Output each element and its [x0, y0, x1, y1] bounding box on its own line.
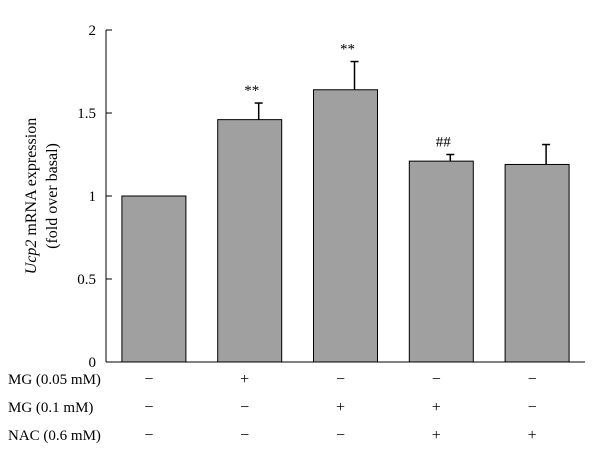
- bar: [121, 195, 187, 363]
- y-tick-label: 2: [89, 23, 97, 39]
- significance-label: ##: [436, 135, 452, 151]
- y-tick-label: 0: [89, 355, 97, 371]
- treatment-sign: +: [336, 399, 345, 416]
- y-tick-label: 1.5: [77, 106, 96, 122]
- significance-label: **: [244, 83, 259, 99]
- treatment-sign: −: [240, 427, 249, 444]
- treatment-sign: −: [336, 371, 345, 388]
- treatment-sign: −: [144, 399, 153, 416]
- y-axis-title: Ucp2 mRNA expression (fold over basal): [23, 118, 61, 274]
- treatment-sign: −: [144, 427, 153, 444]
- significance-label: **: [340, 42, 355, 58]
- y-tick-label: 1: [89, 189, 97, 205]
- treatment-row-label: NAC (0.6 mM): [8, 428, 101, 444]
- treatment-sign: −: [240, 399, 249, 416]
- treatment-row-label: MG (0.1 mM): [8, 400, 93, 416]
- treatment-sign: −: [336, 427, 345, 444]
- treatment-sign: +: [432, 427, 441, 444]
- bar: [504, 163, 570, 363]
- bars: ** ** ##: [121, 42, 570, 363]
- treatment-sign: −: [432, 371, 441, 388]
- y-tick-label: 0.5: [77, 272, 96, 288]
- treatment-sign: +: [528, 427, 537, 444]
- bar: [408, 160, 474, 363]
- treatment-row-label: MG (0.05 mM): [8, 372, 101, 388]
- treatment-sign: +: [432, 399, 441, 416]
- treatment-table: MG (0.05 mM) − + − − − MG (0.1 mM) − − + + − NAC (0.…: [8, 371, 537, 444]
- y-axis-title-gene: Ucp2: [23, 240, 40, 275]
- bar: [217, 119, 283, 363]
- y-axis-title-line1: Ucp2 mRNA expression: [23, 118, 40, 274]
- treatment-sign: +: [240, 371, 249, 388]
- treatment-sign: −: [528, 371, 537, 388]
- y-axis-title-measure: mRNA expression: [23, 118, 40, 240]
- y-axis-title-line2: (fold over basal): [44, 143, 61, 249]
- treatment-sign: −: [144, 371, 153, 388]
- bar: [313, 89, 378, 363]
- treatment-sign: −: [528, 399, 537, 416]
